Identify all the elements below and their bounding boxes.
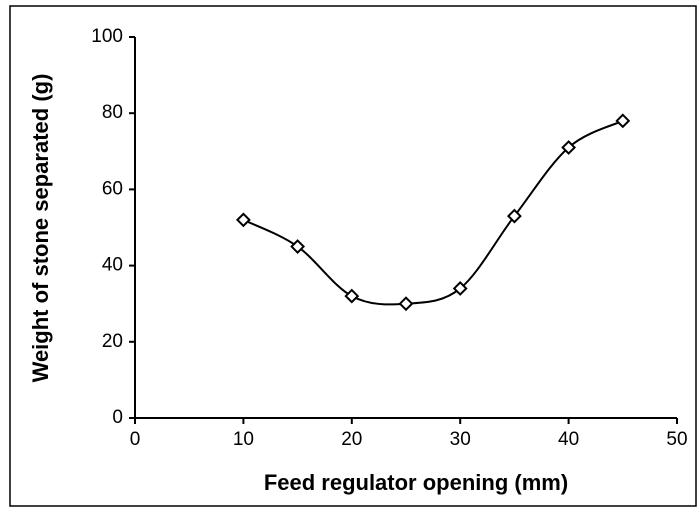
x-tick-label: 50	[666, 429, 687, 450]
x-tick-label: 20	[341, 429, 362, 450]
chart-frame	[9, 5, 697, 507]
marker	[561, 140, 577, 155]
line	[242, 119, 624, 306]
marker	[344, 288, 360, 304]
marker	[235, 212, 251, 228]
y-axis-title: Weight of stone separated (g)	[28, 74, 53, 383]
x-tick-label: 0	[130, 429, 141, 450]
marker	[506, 208, 522, 224]
x-tick-label: 10	[233, 429, 254, 450]
marker	[290, 239, 306, 254]
y-tick-label: 40	[102, 255, 123, 276]
x-tick-label: 30	[450, 429, 471, 450]
y-tick-label: 100	[91, 26, 123, 47]
x-axis-title: Feed regulator opening (mm)	[264, 470, 568, 495]
x-tick-label: 40	[558, 429, 579, 450]
marker	[615, 113, 631, 129]
y-tick-label: 80	[102, 102, 123, 123]
marker	[452, 281, 468, 296]
y-tick-label: 60	[102, 178, 123, 199]
y-tick-label: 20	[102, 331, 123, 352]
y-tick-label: 0	[112, 407, 123, 428]
marker	[398, 296, 414, 312]
